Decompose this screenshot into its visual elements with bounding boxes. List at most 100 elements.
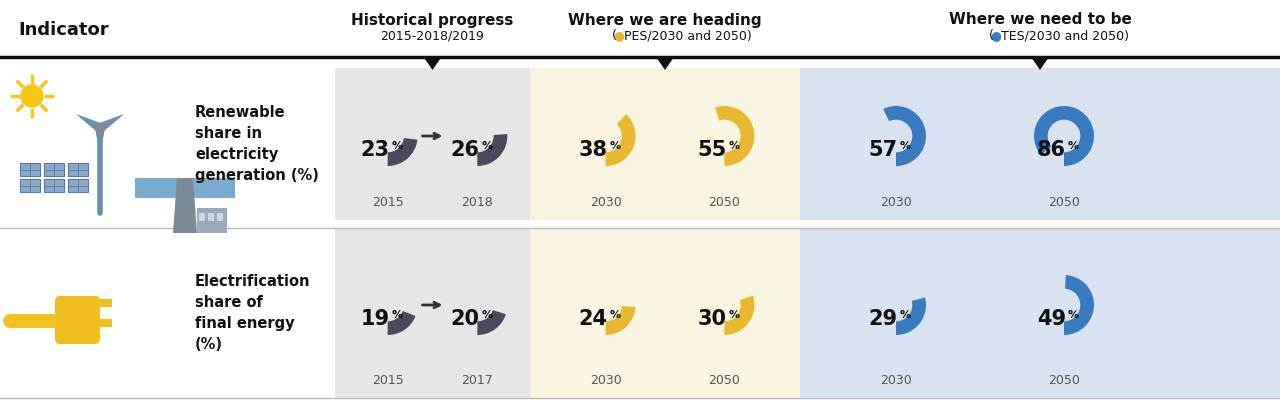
FancyBboxPatch shape — [96, 319, 113, 327]
Text: 26: 26 — [451, 140, 479, 160]
Text: %: % — [609, 310, 621, 320]
Text: 2050: 2050 — [1048, 196, 1080, 209]
Circle shape — [590, 289, 621, 321]
Text: TES/2030 and 2050): TES/2030 and 2050) — [1001, 30, 1129, 43]
Text: %: % — [481, 310, 493, 320]
Circle shape — [590, 120, 621, 152]
FancyBboxPatch shape — [68, 179, 88, 192]
Text: 2030: 2030 — [881, 196, 911, 209]
Text: %: % — [728, 310, 740, 320]
FancyBboxPatch shape — [335, 68, 530, 220]
Circle shape — [1048, 120, 1079, 152]
FancyBboxPatch shape — [96, 299, 113, 307]
Text: Renewable
share in
electricity
generation (%): Renewable share in electricity generatio… — [195, 105, 319, 183]
FancyBboxPatch shape — [207, 213, 214, 221]
Circle shape — [20, 85, 44, 107]
Wedge shape — [447, 275, 507, 335]
Polygon shape — [657, 57, 675, 70]
Polygon shape — [76, 114, 102, 133]
Text: (: ( — [612, 30, 617, 43]
Wedge shape — [357, 275, 417, 335]
Polygon shape — [424, 57, 442, 70]
Text: ●: ● — [989, 30, 1001, 43]
Wedge shape — [1034, 275, 1094, 335]
Wedge shape — [716, 106, 754, 166]
Text: Indicator: Indicator — [18, 21, 109, 39]
Wedge shape — [576, 275, 636, 335]
FancyBboxPatch shape — [20, 179, 40, 192]
Circle shape — [372, 289, 403, 321]
Circle shape — [709, 120, 740, 152]
FancyBboxPatch shape — [68, 163, 88, 176]
Text: %: % — [609, 141, 621, 151]
Text: 2015-2018/2019: 2015-2018/2019 — [380, 30, 484, 43]
Circle shape — [372, 120, 403, 152]
Text: %: % — [392, 141, 403, 151]
Text: %: % — [1068, 310, 1079, 320]
Circle shape — [881, 120, 911, 152]
FancyBboxPatch shape — [55, 296, 100, 344]
FancyBboxPatch shape — [335, 228, 530, 398]
Wedge shape — [867, 106, 925, 166]
Wedge shape — [576, 106, 636, 166]
Text: 2030: 2030 — [590, 374, 622, 387]
Text: 86: 86 — [1037, 140, 1066, 160]
Text: 2030: 2030 — [881, 374, 911, 387]
Text: Historical progress: Historical progress — [351, 13, 513, 28]
FancyBboxPatch shape — [218, 213, 223, 221]
Wedge shape — [1034, 106, 1094, 166]
Polygon shape — [95, 128, 105, 156]
Text: ●: ● — [613, 30, 623, 43]
Wedge shape — [388, 138, 417, 166]
Circle shape — [462, 120, 493, 152]
Text: 2018: 2018 — [462, 196, 493, 209]
Wedge shape — [724, 296, 754, 335]
Text: 49: 49 — [1037, 309, 1066, 329]
Polygon shape — [1030, 57, 1050, 70]
Polygon shape — [173, 178, 197, 233]
Polygon shape — [97, 114, 124, 133]
Circle shape — [1048, 289, 1079, 321]
Wedge shape — [477, 310, 506, 335]
Wedge shape — [694, 106, 754, 166]
Text: 2050: 2050 — [708, 196, 740, 209]
Text: 19: 19 — [361, 309, 389, 329]
Wedge shape — [867, 275, 925, 335]
FancyBboxPatch shape — [800, 228, 1280, 398]
Text: %: % — [481, 141, 493, 151]
Text: 57: 57 — [869, 140, 899, 160]
Text: 2015: 2015 — [371, 196, 403, 209]
Text: (: ( — [989, 30, 993, 43]
Text: 2015: 2015 — [371, 374, 403, 387]
Text: %: % — [392, 310, 403, 320]
Text: 23: 23 — [361, 140, 389, 160]
Text: %: % — [900, 310, 911, 320]
Wedge shape — [605, 306, 636, 335]
Text: Where we are heading: Where we are heading — [568, 13, 762, 28]
Wedge shape — [896, 298, 925, 335]
Text: PES/2030 and 2050): PES/2030 and 2050) — [625, 30, 751, 43]
Wedge shape — [1034, 106, 1094, 166]
Wedge shape — [605, 114, 636, 166]
FancyBboxPatch shape — [20, 163, 40, 176]
Wedge shape — [357, 106, 417, 166]
FancyBboxPatch shape — [198, 213, 205, 221]
Wedge shape — [477, 134, 507, 166]
Wedge shape — [694, 275, 754, 335]
FancyBboxPatch shape — [800, 68, 1280, 220]
Text: 38: 38 — [579, 140, 608, 160]
Circle shape — [881, 289, 911, 321]
Text: 20: 20 — [451, 309, 479, 329]
Text: 2017: 2017 — [462, 374, 493, 387]
Text: Electrification
share of
final energy
(%): Electrification share of final energy (%… — [195, 274, 311, 352]
FancyBboxPatch shape — [530, 228, 800, 398]
Text: 2030: 2030 — [590, 196, 622, 209]
Text: 24: 24 — [579, 309, 608, 329]
Text: %: % — [728, 141, 740, 151]
Text: 55: 55 — [698, 140, 727, 160]
FancyBboxPatch shape — [44, 163, 64, 176]
FancyBboxPatch shape — [44, 179, 64, 192]
Text: 30: 30 — [698, 309, 727, 329]
Text: 2050: 2050 — [708, 374, 740, 387]
Wedge shape — [447, 106, 507, 166]
